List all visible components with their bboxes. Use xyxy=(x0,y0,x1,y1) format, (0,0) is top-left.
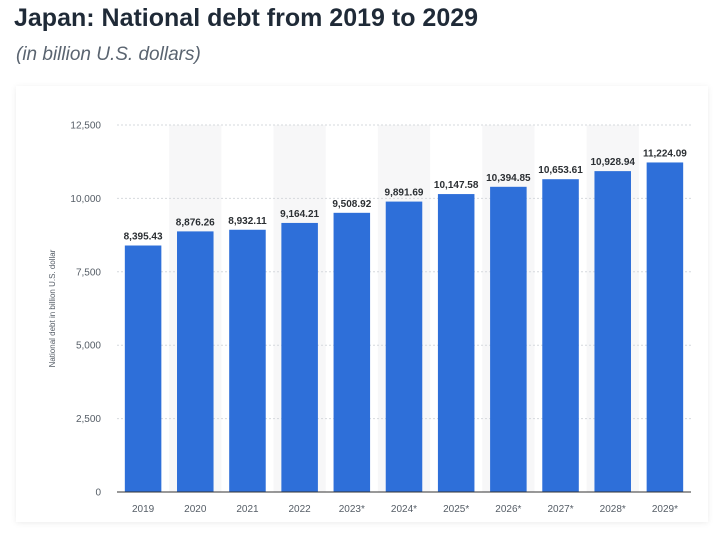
x-tick-label: 2027* xyxy=(547,504,573,515)
bar xyxy=(281,222,318,493)
bar xyxy=(542,179,579,492)
x-tick-label: 2029* xyxy=(652,504,678,515)
bar-value-label: 8,395.43 xyxy=(124,232,163,243)
bar-value-label: 9,508.92 xyxy=(332,199,371,210)
bar-value-label: 9,164.21 xyxy=(280,209,319,220)
y-tick-label: 10,000 xyxy=(70,194,101,205)
x-tick-label: 2023* xyxy=(339,504,365,515)
bar xyxy=(594,171,631,492)
bar xyxy=(490,186,527,493)
bar xyxy=(385,201,423,492)
bar-value-label: 10,394.85 xyxy=(486,173,531,184)
x-tick-label: 2025* xyxy=(443,504,469,515)
bar-value-label: 10,653.61 xyxy=(538,165,583,176)
x-tick-label: 2021 xyxy=(236,504,259,515)
y-tick-label: 5,000 xyxy=(76,341,101,352)
bar-value-label: 11,224.09 xyxy=(643,148,687,159)
bar xyxy=(229,229,266,493)
bar-value-label: 8,932.11 xyxy=(228,216,267,227)
bar xyxy=(437,194,475,492)
bar xyxy=(124,245,162,492)
bar-value-label: 9,891.69 xyxy=(385,188,424,199)
bar xyxy=(646,162,684,492)
chart-subtitle: (in billion U.S. dollars) xyxy=(16,44,201,65)
y-tick-label: 12,500 xyxy=(70,121,101,132)
bar xyxy=(333,212,371,492)
x-tick-label: 2028* xyxy=(600,504,626,515)
x-tick-label: 2024* xyxy=(391,504,417,515)
y-tick-label: 7,500 xyxy=(76,267,101,278)
bar-chart: 0 2,500 5,000 7,500 10,000 12,500 8,395.43 2019… xyxy=(48,121,691,515)
y-tick-label: 0 xyxy=(95,488,101,499)
x-tick-label: 2022 xyxy=(289,504,312,515)
x-tick-label: 2020 xyxy=(184,504,207,515)
chart-panel: 0 2,500 5,000 7,500 10,000 12,500 8,395.43 2019… xyxy=(16,86,708,522)
bar xyxy=(177,231,214,492)
x-tick-label: 2026* xyxy=(495,504,521,515)
bar-value-label: 10,147.58 xyxy=(434,180,479,191)
bar-value-label: 8,876.26 xyxy=(176,217,215,228)
y-axis-title: National debt in billion U.S. dollar xyxy=(48,249,57,367)
chart-title: Japan: National debt from 2019 to 2029 xyxy=(14,4,479,32)
x-tick-label: 2019 xyxy=(132,504,155,515)
bar-value-label: 10,928.94 xyxy=(590,157,635,168)
y-tick-label: 2,500 xyxy=(76,414,101,425)
